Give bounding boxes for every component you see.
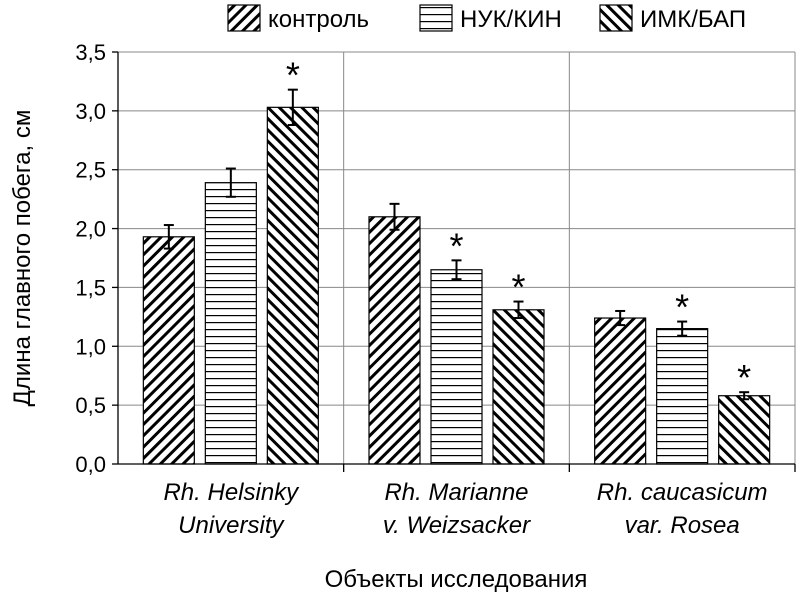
- error-bar: [615, 309, 626, 327]
- error-bar: [451, 259, 462, 281]
- bar: [656, 328, 709, 465]
- category-label: Rh. Marianne: [384, 479, 528, 506]
- y-tick-label: 1,0: [75, 334, 106, 359]
- significance-marker: *: [511, 267, 525, 308]
- significance-marker: *: [286, 55, 300, 96]
- error-bar: [225, 167, 236, 198]
- category-label: Rh. Helsinky: [163, 479, 300, 506]
- legend-swatch: [227, 4, 261, 32]
- bar: [594, 317, 647, 465]
- significance-marker: *: [737, 357, 751, 398]
- bar: [492, 309, 545, 465]
- error-bar: [163, 224, 174, 250]
- y-tick-label: 1,5: [75, 275, 106, 300]
- y-axis-label: Длина главного побега, см: [9, 110, 36, 407]
- y-tick-label: 2,0: [75, 217, 106, 242]
- y-tick-label: 0,0: [75, 452, 106, 477]
- error-bar: [287, 88, 298, 126]
- bar: [430, 269, 483, 465]
- error-bar: [513, 300, 524, 320]
- significance-marker: *: [449, 225, 463, 266]
- bar: [204, 182, 257, 465]
- y-tick-label: 2,5: [75, 158, 106, 183]
- y-tick-label: 0,5: [75, 393, 106, 418]
- bar: [142, 236, 195, 465]
- legend-item: НУК/КИН: [419, 4, 562, 33]
- significance-marker: *: [675, 287, 689, 328]
- legend-label: ИМК/БАП: [640, 6, 746, 33]
- legend-item: ИМК/БАП: [599, 4, 746, 33]
- legend: контроль НУК/КИН ИМК/БАП: [227, 4, 746, 33]
- x-axis-label: Объекты исследования: [325, 566, 588, 593]
- bar: [368, 216, 421, 465]
- error-bar: [677, 320, 688, 337]
- y-tick-label: 3,5: [75, 40, 106, 65]
- category-label: Rh. caucasicum: [597, 479, 768, 506]
- legend-item: контроль: [227, 4, 369, 33]
- legend-swatch: [599, 4, 633, 32]
- y-tick-label: 3,0: [75, 99, 106, 124]
- category-label: v. Weizsacker: [383, 512, 531, 539]
- error-bar: [739, 391, 750, 401]
- bar: [718, 395, 771, 465]
- bars: * * * * *: [142, 55, 771, 465]
- axes: 0,0 0,5 1,0 1,5 2,0 2,5 3,0 3,5 Rh. Helsinky Univ…: [75, 40, 796, 539]
- legend-label: НУК/КИН: [460, 6, 562, 33]
- error-bar: [389, 202, 400, 231]
- legend-swatch: [419, 4, 453, 32]
- category-label: University: [178, 512, 285, 539]
- category-label: var. Rosea: [625, 512, 740, 539]
- bar: [266, 106, 319, 465]
- legend-label: контроль: [268, 6, 369, 33]
